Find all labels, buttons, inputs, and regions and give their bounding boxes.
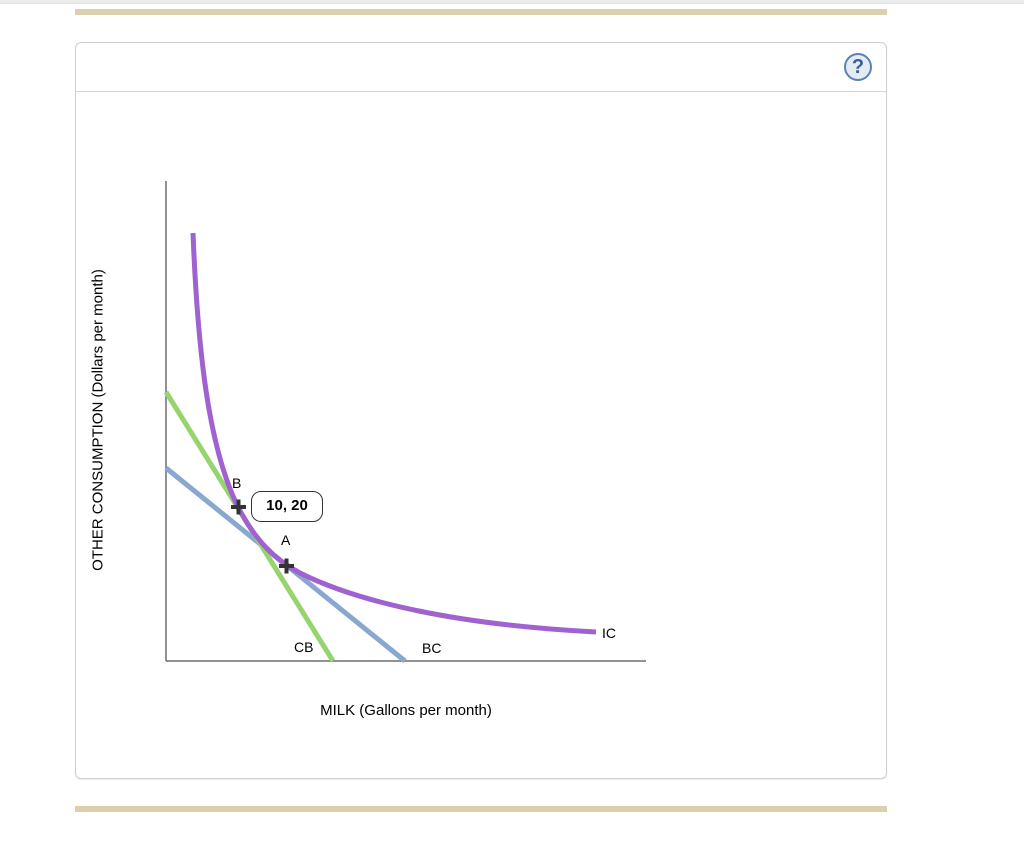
point-a-label: A (281, 532, 291, 548)
bc-label: BC (422, 640, 442, 656)
panel-header: ? (76, 43, 886, 92)
point-b-coordinates-tooltip: 10, 20 (251, 491, 323, 522)
point-a-marker[interactable] (279, 558, 294, 574)
ic-curve[interactable] (190, 232, 597, 635)
bottom-divider-bar (75, 806, 887, 812)
ic-label: IC (602, 625, 616, 641)
browser-top-border (0, 0, 1024, 4)
cb-label: CB (294, 639, 314, 655)
y-axis-label: OTHER CONSUMPTION (Dollars per month) (89, 269, 107, 571)
x-axis-label: MILK (Gallons per month) (320, 702, 492, 719)
help-icon[interactable]: ? (844, 53, 872, 81)
point-b-label: B (232, 475, 242, 491)
point-b-marker[interactable] (231, 499, 246, 515)
top-divider-bar (75, 9, 887, 15)
